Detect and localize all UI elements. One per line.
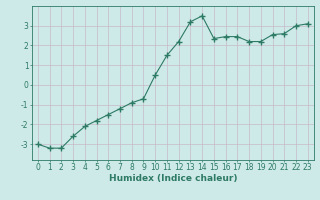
X-axis label: Humidex (Indice chaleur): Humidex (Indice chaleur) bbox=[108, 174, 237, 183]
